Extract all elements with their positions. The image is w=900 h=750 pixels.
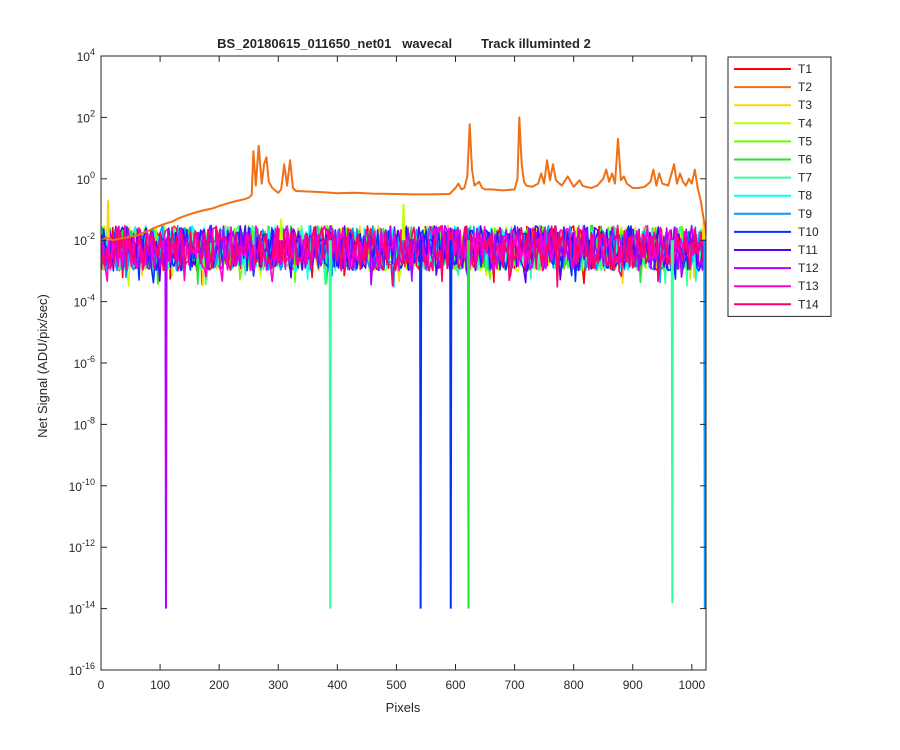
legend-box: [727, 56, 832, 317]
deep-spike-1: [328, 240, 332, 609]
deep-spike-3: [449, 240, 453, 609]
y-tick-label: 10-4: [74, 293, 95, 310]
deep-spike-2: [419, 240, 423, 609]
legend-label-t12: T12: [798, 261, 819, 275]
legend: T1 T2 T3 T4 T5 T6 T7 T8 T9 T10 T11 T12 T13 T14: [727, 56, 832, 317]
y-tick-label: 10-16: [69, 661, 95, 678]
y-tick-label: 104: [77, 47, 95, 64]
legend-label-t13: T13: [798, 279, 819, 293]
x-tick-label: 200: [209, 678, 229, 692]
y-tick-label: 10-8: [74, 415, 95, 432]
legend-label-t4: T4: [798, 116, 812, 130]
legend-label-t14: T14: [798, 297, 819, 311]
chart-title: BS_20180615_011650_net01 wavecal Track i…: [217, 36, 591, 51]
y-tick-label: 10-14: [69, 600, 95, 617]
y-tick-label: 10-2: [74, 231, 95, 248]
legend-label-t1: T1: [798, 62, 812, 76]
x-tick-label: 0: [98, 678, 105, 692]
x-tick-label: 500: [386, 678, 406, 692]
x-tick-label: 700: [505, 678, 525, 692]
legend-label-t2: T2: [798, 80, 812, 94]
x-tick-label: 1000: [678, 678, 705, 692]
high-spike-2: [401, 204, 406, 241]
series-line-t2: [101, 116, 706, 242]
y-tick-label: 102: [77, 108, 95, 125]
y-tick-label: 100: [77, 170, 95, 187]
x-tick-label: 900: [623, 678, 643, 692]
legend-label-t7: T7: [798, 171, 812, 185]
legend-label-t10: T10: [798, 225, 819, 239]
deep-spike-0: [164, 240, 168, 609]
legend-label-t11: T11: [798, 243, 818, 257]
x-tick-label: 100: [150, 678, 170, 692]
y-tick-label: 10-10: [69, 477, 95, 494]
y-tick-label: 10-6: [74, 354, 95, 371]
plot-background: [101, 56, 706, 670]
x-axis-label: Pixels: [386, 700, 421, 715]
y-axis-label: Net Signal (ADU/pix/sec): [35, 294, 50, 438]
high-spike-1: [279, 218, 284, 241]
series-line-t14: [101, 224, 706, 288]
deep-spike-4: [466, 240, 471, 609]
legend-label-t8: T8: [798, 189, 812, 203]
legend-label-t6: T6: [798, 153, 812, 167]
x-tick-label: 800: [564, 678, 584, 692]
legend-label-t9: T9: [798, 207, 812, 221]
legend-label-t3: T3: [798, 98, 812, 112]
x-tick-label: 600: [445, 678, 465, 692]
deep-spike-5: [670, 240, 674, 604]
x-tick-label: 300: [268, 678, 288, 692]
plot-area: 0 100 200 300 400 500 600 700 800 900 1000 10-16 10-…: [69, 47, 707, 692]
y-tick-label: 10-12: [69, 538, 95, 555]
legend-label-t5: T5: [798, 134, 812, 148]
high-spike-0: [106, 200, 110, 241]
x-tick-label: 400: [327, 678, 347, 692]
